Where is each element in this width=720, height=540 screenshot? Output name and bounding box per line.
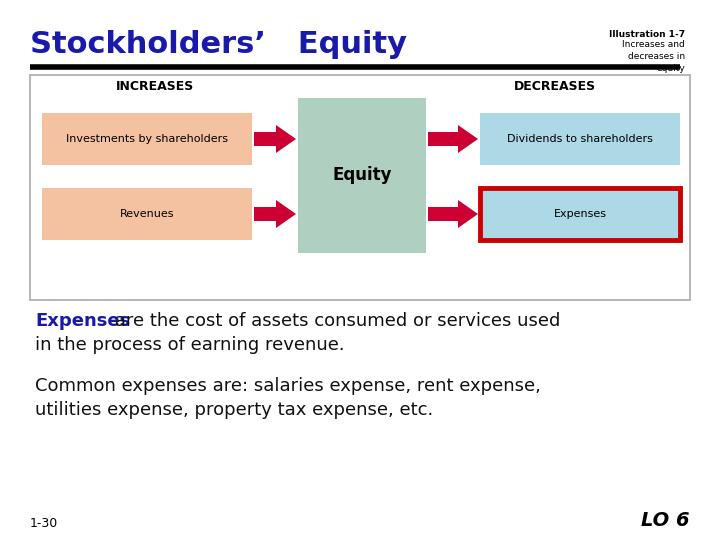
Bar <box>428 207 458 221</box>
Text: are the cost of assets consumed or services used: are the cost of assets consumed or servi… <box>109 312 560 330</box>
Bar <box>298 98 426 253</box>
Polygon shape <box>458 200 478 228</box>
Text: Stockholders’   Equity: Stockholders’ Equity <box>30 30 407 59</box>
Text: Dividends to shareholders: Dividends to shareholders <box>507 134 653 144</box>
Polygon shape <box>276 125 296 153</box>
Text: in the process of earning revenue.: in the process of earning revenue. <box>35 336 345 354</box>
Text: 1-30: 1-30 <box>30 517 58 530</box>
Text: Equity: Equity <box>332 166 392 185</box>
Polygon shape <box>458 125 478 153</box>
Bar <box>30 75 690 300</box>
Text: DECREASES: DECREASES <box>514 80 596 93</box>
Text: Expenses: Expenses <box>554 209 606 219</box>
Bar <box>480 188 680 240</box>
Polygon shape <box>276 200 296 228</box>
Bar <box>480 113 680 165</box>
Bar <box>254 207 276 221</box>
Bar <box>428 132 458 146</box>
Bar <box>42 113 252 165</box>
Text: Illustration 1-7: Illustration 1-7 <box>609 30 685 39</box>
Bar <box>254 132 276 146</box>
Text: utilities expense, property tax expense, etc.: utilities expense, property tax expense,… <box>35 401 433 419</box>
Text: Increases and
decreases in
equity: Increases and decreases in equity <box>622 40 685 72</box>
Text: Revenues: Revenues <box>120 209 174 219</box>
Text: Expenses: Expenses <box>35 312 130 330</box>
Text: INCREASES: INCREASES <box>116 80 194 93</box>
Bar <box>42 188 252 240</box>
Text: Common expenses are: salaries expense, rent expense,: Common expenses are: salaries expense, r… <box>35 377 541 395</box>
Text: Investments by shareholders: Investments by shareholders <box>66 134 228 144</box>
Text: LO 6: LO 6 <box>642 511 690 530</box>
